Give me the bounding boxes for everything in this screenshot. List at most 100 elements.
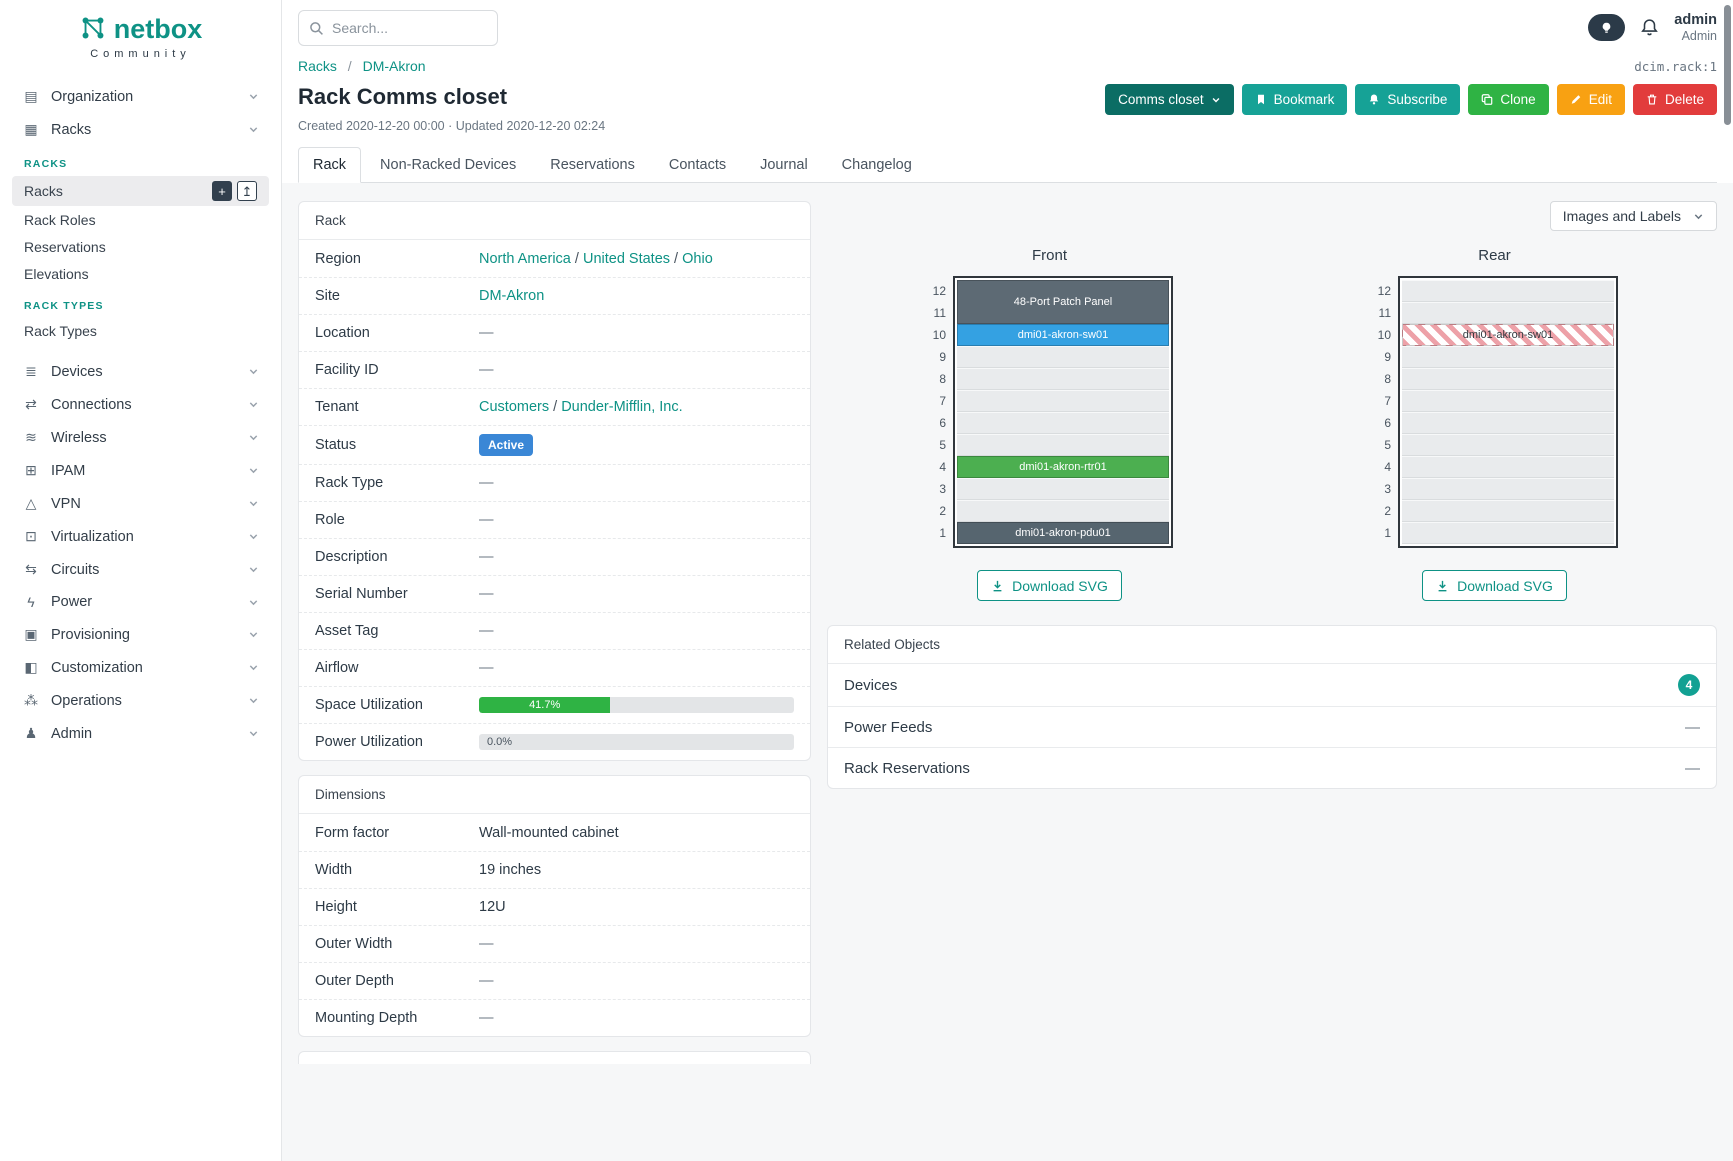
sidebar-item-power[interactable]: ϟ Power	[12, 586, 269, 618]
rack-device-dmi01-akron-rtr01[interactable]: dmi01-akron-rtr01	[957, 456, 1169, 478]
sidebar-item-wireless[interactable]: ≋ Wireless	[12, 421, 269, 454]
unit-number: 2	[1384, 504, 1391, 518]
subscribe-button[interactable]: Subscribe	[1355, 84, 1461, 115]
devices-icon: ≣	[25, 363, 37, 379]
tab-rack[interactable]: Rack	[298, 147, 362, 183]
sidebar-item-rack-types[interactable]: Rack Types	[24, 323, 97, 339]
delete-button[interactable]: Delete	[1632, 84, 1717, 115]
rear-unit-numbers: 12 11 10 9 8 7 6 5 4 3 2 1	[1371, 276, 1391, 548]
sidebar-item-vpn[interactable]: △ VPN	[12, 487, 269, 520]
topbar: admin Admin	[298, 0, 1717, 56]
search-input[interactable]	[332, 20, 487, 36]
sidebar-item-virtualization[interactable]: ⊡ Virtualization	[12, 520, 269, 553]
clone-button[interactable]: Clone	[1468, 84, 1549, 115]
tab-contacts[interactable]: Contacts	[668, 157, 727, 173]
bookmark-button[interactable]: Bookmark	[1241, 84, 1348, 115]
rack-device-dmi01-akron-sw01[interactable]: dmi01-akron-sw01	[957, 324, 1169, 346]
unit-number: 10	[932, 328, 946, 342]
sidebar-item-rack-roles[interactable]: Rack Roles	[24, 212, 96, 228]
customization-icon: ◧	[24, 659, 38, 675]
rear-download-svg-button[interactable]: Download SVG	[1422, 570, 1567, 601]
sidebar-item-ipam[interactable]: ⊞ IPAM	[12, 454, 269, 487]
chevron-down-icon	[248, 465, 259, 476]
brand[interactable]: netbox Community	[0, 0, 281, 68]
context-dropdown-button[interactable]: Comms closet	[1105, 84, 1234, 115]
rack-device-dmi01-akron-pdu01[interactable]: dmi01-akron-pdu01	[957, 522, 1169, 544]
attr-row-outer-depth: Outer Depth —	[299, 962, 810, 999]
rack-device-dmi01-akron-sw01[interactable]: dmi01-akron-sw01	[1402, 324, 1614, 346]
chevron-down-icon	[1211, 95, 1221, 105]
power-icon: ϟ	[27, 594, 35, 610]
rack-unit-empty	[957, 346, 1169, 368]
unit-number: 6	[939, 416, 946, 430]
sidebar-item-customization[interactable]: ◧ Customization	[12, 651, 269, 684]
images-labels-select[interactable]: Images and Labels	[1549, 201, 1717, 231]
sidebar-item-connections[interactable]: ⇄ Connections	[12, 388, 269, 421]
rack-device-48-port-patch-panel[interactable]: 48-Port Patch Panel	[957, 280, 1169, 324]
unit-number: 7	[939, 394, 946, 408]
link-north-america[interactable]: North America	[479, 250, 571, 267]
sidebar-item-racks[interactable]: Racks + ↥	[12, 176, 269, 206]
link-customers[interactable]: Customers	[479, 399, 550, 415]
user-menu[interactable]: admin Admin	[1674, 12, 1717, 44]
attr-row-site: Site DM-Akron	[299, 277, 810, 314]
rack-unit-empty	[957, 434, 1169, 456]
unit-number: 9	[939, 350, 946, 364]
notifications-button[interactable]	[1640, 18, 1659, 37]
unit-number: 10	[1377, 328, 1391, 342]
sidebar-item-racks[interactable]: ▦ Racks	[12, 113, 269, 146]
rack-unit-empty	[957, 412, 1169, 434]
sidebar-item-admin[interactable]: ♟ Admin	[12, 717, 269, 750]
front-download-svg-button[interactable]: Download SVG	[977, 570, 1122, 601]
search-icon	[309, 21, 324, 36]
chevron-down-icon	[248, 531, 259, 542]
sidebar-item-organization[interactable]: ▤ Organization	[12, 80, 269, 113]
breadcrumb-separator: /	[347, 58, 352, 74]
tab-reservations[interactable]: Reservations	[550, 157, 635, 173]
rack-unit-empty	[1402, 346, 1614, 368]
rack-unit-empty	[957, 368, 1169, 390]
link-united-states[interactable]: United States	[582, 250, 671, 267]
sidebar-item-operations[interactable]: ⁂ Operations	[12, 684, 269, 717]
tab-changelog[interactable]: Changelog	[841, 157, 912, 173]
tab-non-racked-devices[interactable]: Non-Racked Devices	[380, 157, 517, 173]
link-ohio[interactable]: Ohio	[682, 250, 713, 267]
vpn-icon: △	[25, 495, 37, 511]
breadcrumb-row: Racks / DM-Akron dcim.rack:1	[298, 58, 1717, 74]
sidebar-item-reservations[interactable]: Reservations	[24, 239, 106, 255]
sidebar-item-provisioning[interactable]: ▣ Provisioning	[12, 618, 269, 651]
breadcrumb-racks-link[interactable]: Racks	[298, 58, 337, 74]
unit-number: 12	[932, 284, 946, 298]
import-button[interactable]: ↥	[237, 181, 257, 201]
link-dunder-mifflin-inc[interactable]: Dunder-Mifflin, Inc.	[561, 399, 683, 415]
attr-row-mounting-depth: Mounting Depth —	[299, 999, 810, 1036]
tab-journal[interactable]: Journal	[760, 157, 808, 173]
racks-submenu: RACKS Racks + ↥ Rack Roles Reservations Elevat…	[12, 146, 269, 355]
attr-row-space-utilization: Space Utilization 41.7%	[299, 686, 810, 723]
rear-rack: dmi01-akron-sw01	[1398, 276, 1618, 548]
progress-bar-power-utilization: 0.0%	[479, 734, 794, 750]
rack-unit-empty	[1402, 434, 1614, 456]
scrollbar-thumb[interactable]	[1724, 5, 1731, 125]
unit-number: 11	[1378, 306, 1391, 320]
edit-button[interactable]: Edit	[1556, 84, 1625, 115]
related-objects-title: Related Objects	[828, 626, 1716, 664]
sidebar-nav: ▤ Organization ▦ Racks RACKS Racks + ↥ Rack Role…	[0, 68, 281, 762]
related-row-devices[interactable]: Devices 4	[828, 664, 1716, 706]
rack-unit-empty	[957, 500, 1169, 522]
add-button[interactable]: +	[212, 181, 232, 201]
link-dm-akron[interactable]: DM-Akron	[479, 288, 545, 304]
bookmark-icon	[1255, 93, 1267, 106]
dimensions-card: Dimensions Form factor Wall-mounted cabin…	[298, 775, 811, 1037]
sidebar-item-elevations[interactable]: Elevations	[24, 266, 89, 282]
attr-row-location: Location —	[299, 314, 810, 351]
sidebar-item-devices[interactable]: ≣ Devices	[12, 355, 269, 388]
search-box[interactable]	[298, 10, 498, 46]
sidebar-item-circuits[interactable]: ⇆ Circuits	[12, 553, 269, 586]
bell-icon	[1640, 18, 1659, 37]
theme-toggle-button[interactable]	[1588, 14, 1626, 42]
rack-card-rows: Region North America / United States / Oh…	[299, 240, 810, 760]
rack-unit-empty	[1402, 500, 1614, 522]
breadcrumb-site-link[interactable]: DM-Akron	[362, 58, 426, 74]
related-row-power-feeds: Power Feeds —	[828, 706, 1716, 747]
